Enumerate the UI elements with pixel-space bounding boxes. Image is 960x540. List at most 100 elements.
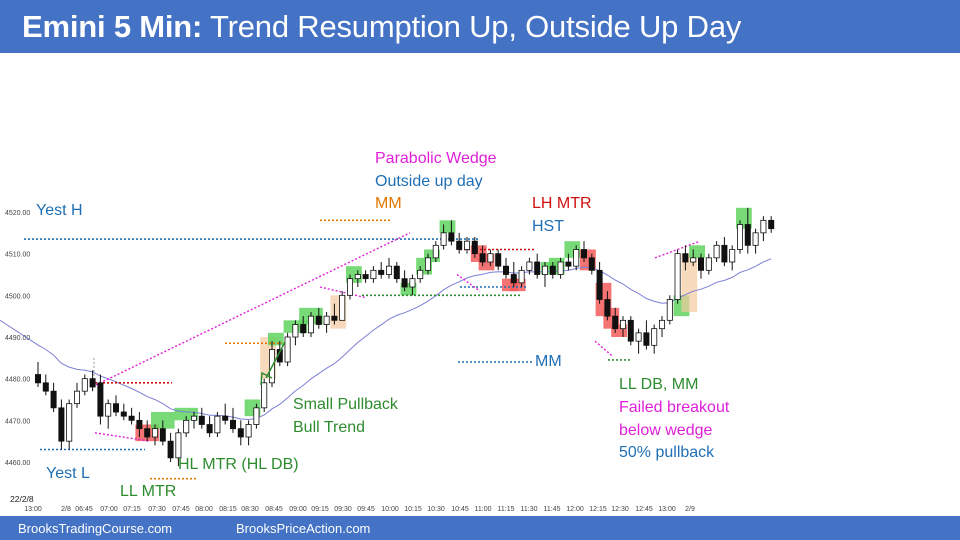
candle-body: [487, 253, 494, 263]
candle-body: [105, 403, 112, 417]
candle-body: [565, 261, 572, 267]
arrow-shaft: [265, 341, 286, 379]
wedge-lower-left-line: [94, 432, 151, 442]
candle-body: [378, 269, 385, 275]
candle-body: [518, 269, 525, 284]
annotation-label: LH MTR: [532, 195, 592, 212]
candle-body: [479, 253, 486, 263]
x-tick-label: 07:00: [100, 506, 118, 513]
footer-left-link[interactable]: BrooksTradingCourse.com: [18, 521, 173, 536]
date-label: 22/2/8: [10, 494, 34, 504]
annotation-label: HST: [532, 218, 564, 235]
candle-body: [620, 319, 627, 330]
candle-body: [495, 253, 502, 267]
candle-body: [229, 419, 236, 430]
candle-body: [81, 378, 88, 392]
candle-body: [307, 315, 314, 334]
candle-body: [674, 253, 681, 300]
y-tick-label: 4520.00: [5, 210, 30, 217]
x-tick-label: 09:45: [357, 506, 375, 513]
x-tick-label: 12:45: [635, 506, 653, 513]
highlight-box: [689, 245, 705, 258]
candle-body: [245, 424, 252, 438]
x-tick-label: 10:45: [451, 506, 469, 513]
candle-body: [331, 315, 338, 321]
x-tick-label: 09:15: [311, 506, 329, 513]
candle-body: [526, 261, 533, 271]
annotation-label: LL MTR: [120, 483, 176, 500]
candle-body: [659, 319, 666, 330]
candle-body: [284, 336, 291, 363]
candle-body: [698, 257, 705, 271]
candle-body: [261, 382, 268, 409]
footer-right-link[interactable]: BrooksPriceAction.com: [236, 521, 371, 536]
x-tick-label: 13:00: [658, 506, 676, 513]
candle-body: [760, 219, 767, 234]
candle-body: [612, 315, 619, 330]
candle-body: [237, 428, 244, 438]
candle-body: [471, 240, 478, 255]
moving-average-line: [0, 258, 772, 421]
x-tick-label: 07:30: [148, 506, 166, 513]
footer-bar: BrooksTradingCourse.com BrooksPriceActio…: [0, 516, 960, 540]
candle-body: [346, 278, 353, 296]
y-tick-label: 4500.00: [5, 293, 30, 300]
candle-body: [424, 257, 431, 271]
candle-body: [690, 257, 697, 263]
annotation-label: Parabolic Wedge: [375, 150, 497, 167]
candle-body: [463, 240, 470, 250]
candle-body: [183, 419, 190, 434]
x-tick-label: 09:00: [289, 506, 307, 513]
candle-body: [354, 274, 361, 280]
x-tick-label: 08:15: [219, 506, 237, 513]
highlight-box: [151, 412, 175, 429]
title-bar: Emini 5 Min: Trend Resumption Up, Outsid…: [0, 0, 960, 53]
candle-body: [721, 244, 728, 263]
candle-body: [627, 319, 634, 342]
candlestick-chart: 4460.00 4470.00 4480.00 4490.00 4500.00 4510.…: [0, 150, 775, 513]
candle-body: [557, 261, 564, 275]
x-tick-label: 13:00: [24, 506, 42, 513]
candle-body: [596, 269, 603, 300]
annotation-label: Bull Trend: [293, 419, 365, 436]
candle-body: [682, 253, 689, 263]
arrow-head: [260, 371, 273, 386]
annotation-label: Small Pullback: [293, 396, 399, 413]
x-tick-label: 10:30: [427, 506, 445, 513]
candle-body: [253, 407, 260, 425]
candle-body: [456, 240, 463, 250]
candle-body: [752, 232, 759, 246]
candle-body: [175, 432, 182, 459]
x-tick-label: 07:15: [123, 506, 141, 513]
candle-body: [666, 299, 673, 321]
candle-body: [401, 278, 408, 288]
candle-body: [151, 428, 158, 438]
candle-body: [549, 265, 556, 275]
x-tick-label: 11:30: [521, 506, 538, 513]
wedge-upper-line: [95, 232, 411, 386]
candle-body: [113, 403, 120, 413]
x-tick-label: 11:00: [475, 506, 492, 513]
highlight-box: [439, 220, 456, 233]
candle-body: [323, 315, 330, 325]
candle-body: [190, 415, 197, 421]
candle-body: [222, 415, 229, 421]
candle-body: [542, 265, 549, 275]
candle-body: [339, 294, 346, 321]
candle-body: [214, 415, 221, 434]
candle-body: [432, 244, 439, 259]
candle-body: [74, 390, 81, 405]
candle-body: [705, 257, 712, 271]
x-tick-label: 07:45: [172, 506, 190, 513]
x-tick-label: 11:45: [544, 506, 561, 513]
y-tick-label: 4460.00: [5, 460, 30, 467]
annotation-label: below wedge: [619, 422, 713, 439]
candle-body: [635, 332, 642, 342]
y-tick-label: 4510.00: [5, 252, 30, 259]
candle-body: [370, 269, 377, 280]
x-tick-label: 09:30: [334, 506, 352, 513]
highlight-box: [681, 253, 698, 312]
x-tick-label: 06:45: [75, 506, 93, 513]
annotation-label: Failed breakout: [619, 399, 730, 416]
candle-body: [362, 274, 369, 280]
